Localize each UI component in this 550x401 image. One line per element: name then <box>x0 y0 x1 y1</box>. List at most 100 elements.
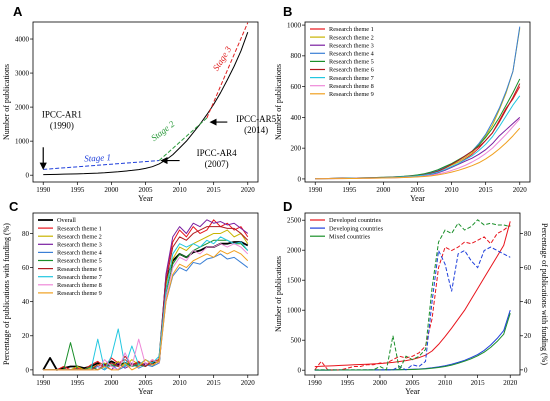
x-tick-label: 1990 <box>36 379 51 387</box>
legend-label: Research theme 8 <box>57 282 102 289</box>
legend-label: Research theme 1 <box>329 26 374 33</box>
series-line-dashed <box>314 219 511 372</box>
legend-label: Research theme 9 <box>329 91 374 98</box>
x-tick-label: 2015 <box>479 186 494 194</box>
annotation-text: IPCC-AR5 <box>236 114 277 124</box>
y-tick-label: 4000 <box>15 35 30 43</box>
x-tick-label: 2015 <box>207 379 222 387</box>
x-tick-label: 2005 <box>139 186 154 194</box>
panel-c: C 1990 1995 2000 2005 2010 2015 2020 0 20 40 60 80 Ye… <box>2 199 259 396</box>
y-tick-label: 2000 <box>287 247 302 255</box>
legend-label: Research theme 2 <box>329 34 374 41</box>
legend-label: Research theme 4 <box>329 51 375 58</box>
legend-label: Mixed countries <box>329 233 371 240</box>
panel-letter: B <box>283 4 292 19</box>
series-line <box>315 117 521 180</box>
legend-label: Research theme 3 <box>329 42 374 49</box>
annotation-text: IPCC-AR1 <box>42 109 82 119</box>
series-line <box>314 310 511 371</box>
x-tick-label: 1995 <box>340 379 355 387</box>
series-line <box>43 250 249 371</box>
y-right-tick-label: 40 <box>524 298 532 306</box>
legend-label: Developed countries <box>329 217 381 224</box>
legend-label: Research theme 1 <box>57 225 102 232</box>
series-line-dashed <box>314 224 511 371</box>
y-tick-label: 800 <box>291 52 302 60</box>
y-tick-label: 400 <box>291 114 302 122</box>
panel-letter: C <box>9 199 19 214</box>
stage-label: Stage 1 <box>84 152 111 163</box>
y-axis-label: Number of publications <box>274 256 283 332</box>
y-tick-label: 80 <box>22 230 30 238</box>
x-tick-label: 2020 <box>503 379 518 387</box>
panel-letter: A <box>13 4 23 19</box>
x-tick-label: 1995 <box>70 379 85 387</box>
y-right-tick-label: 20 <box>524 332 532 340</box>
y-tick-label: 1000 <box>287 21 302 29</box>
x-tick-label: 2010 <box>445 186 460 194</box>
legend-label: Developing countries <box>329 225 384 232</box>
x-tick-label: 1995 <box>70 186 85 194</box>
y-right-tick-label: 0 <box>524 366 528 374</box>
x-tick-label: 2000 <box>373 379 388 387</box>
y-tick-label: 200 <box>291 145 302 153</box>
annotation-text: IPCC-AR4 <box>197 148 238 158</box>
annotation-text: (1990) <box>50 120 74 130</box>
legend-label: Research theme 7 <box>57 274 102 281</box>
y-tick-label: 20 <box>22 332 30 340</box>
series-line <box>43 32 249 176</box>
y-tick-label: 600 <box>291 83 302 91</box>
legend-label: Research theme 2 <box>57 233 102 240</box>
series-line <box>314 313 511 371</box>
y-axis-label: Number of publications <box>274 64 283 140</box>
y-axis-label: Number of publications <box>2 64 11 140</box>
y-tick-label: 0 <box>26 366 30 374</box>
y-tick-label: 1000 <box>287 307 302 315</box>
legend-label: Research theme 9 <box>57 290 102 297</box>
y-tick-label: 0 <box>26 172 30 180</box>
annotation-text: (2007) <box>205 159 229 169</box>
x-tick-label: 1990 <box>36 186 51 194</box>
legend-label: Research theme 6 <box>57 266 102 273</box>
x-tick-label: 1990 <box>308 379 323 387</box>
x-tick-label: 2010 <box>173 379 188 387</box>
legend-label: Research theme 6 <box>329 67 374 74</box>
x-tick-label: 2020 <box>513 186 528 194</box>
x-tick-label: 2020 <box>241 379 256 387</box>
x-tick-label: 2010 <box>173 186 188 194</box>
legend-label: Overall <box>57 217 76 224</box>
y-tick-label: 2500 <box>287 217 302 225</box>
y-right-tick-label: 60 <box>524 264 532 272</box>
x-tick-label: 2005 <box>411 186 426 194</box>
stage-label: Stage 2 <box>149 118 177 143</box>
x-tick-label: 2000 <box>376 186 391 194</box>
y-tick-label: 1000 <box>15 138 30 146</box>
stage-label: Stage 3 <box>211 44 234 72</box>
panel-d: D 1990 1995 2000 2005 2010 2015 2020 0 500 1000 150… <box>274 199 549 396</box>
stage-line <box>43 160 160 170</box>
series-line <box>315 127 521 180</box>
legend-label: Research theme 3 <box>57 242 102 249</box>
y-right-axis-label: Percentage of publications with funding … <box>540 223 549 365</box>
y-tick-label: 0 <box>298 367 302 375</box>
y-axis-label: Percentage of publications with funding … <box>2 223 11 365</box>
x-tick-label: 2015 <box>471 379 486 387</box>
x-axis-label: Year <box>138 194 153 203</box>
x-tick-label: 2005 <box>139 379 154 387</box>
series-line-dashed <box>314 246 511 371</box>
x-tick-label: 1995 <box>342 186 357 194</box>
series-line <box>315 26 521 180</box>
legend-label: Research theme 8 <box>329 83 374 90</box>
x-tick-label: 2020 <box>241 186 256 194</box>
panel-b: B 1990 1995 2000 2005 2010 2015 2020 0 200 400 600 8… <box>274 4 531 203</box>
y-tick-label: 60 <box>22 264 30 272</box>
x-tick-label: 2015 <box>207 186 222 194</box>
x-axis-label: Year <box>410 194 425 203</box>
legend-label: Research theme 5 <box>329 59 374 66</box>
legend-label: Research theme 5 <box>57 258 102 265</box>
stage-line <box>206 22 249 119</box>
x-tick-label: 2010 <box>438 379 453 387</box>
legend-label: Research theme 4 <box>57 250 103 257</box>
stage-line <box>158 117 208 161</box>
